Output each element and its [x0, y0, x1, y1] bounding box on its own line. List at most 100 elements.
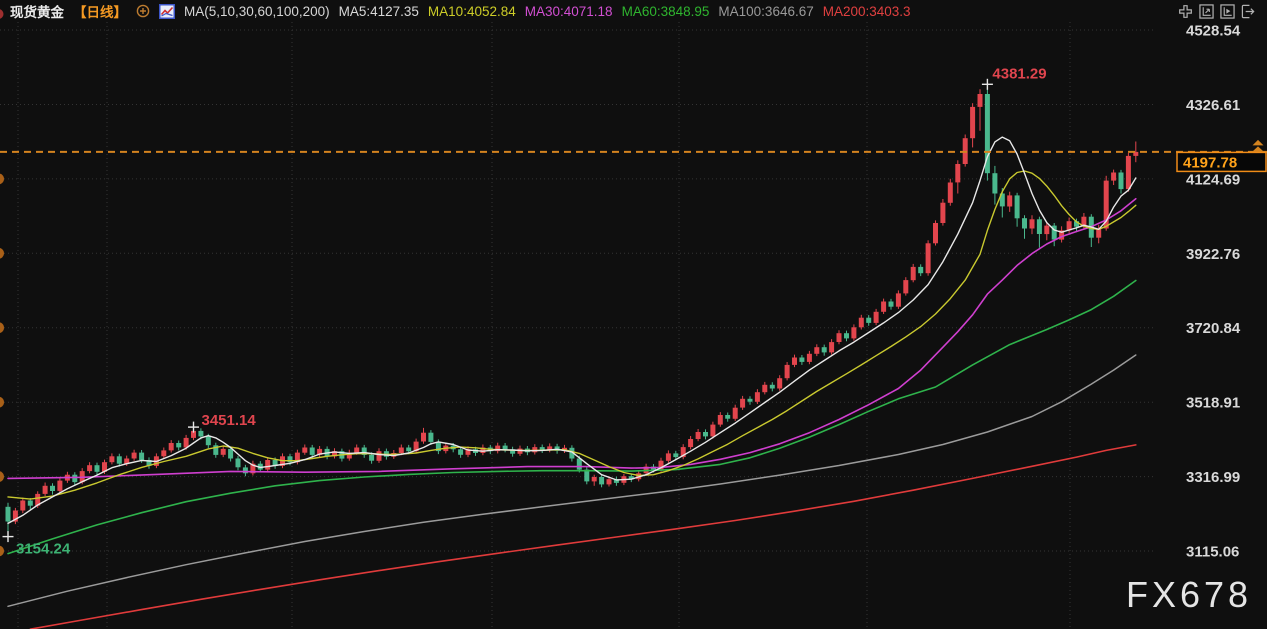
candle-body [1007, 195, 1013, 207]
candle-body [517, 448, 523, 454]
scale-left-icon[interactable] [1198, 3, 1215, 20]
candle-body [999, 193, 1005, 207]
candle-body [235, 458, 241, 468]
left-edge-marker-icon [0, 9, 4, 19]
candle-body [844, 333, 849, 339]
candle-body [725, 415, 731, 419]
left-edge-marker-icon [0, 173, 4, 185]
candle-body [606, 479, 612, 485]
candle-body [599, 477, 605, 485]
ma60-legend: MA60:3848.95 [621, 3, 710, 19]
candle-body [717, 415, 723, 425]
move-crosshair-icon[interactable] [1177, 3, 1194, 20]
candle-body [458, 449, 464, 455]
candle-body [57, 480, 63, 491]
candles-layer[interactable] [5, 84, 1139, 537]
candle-body [183, 437, 189, 448]
candle-body [910, 266, 916, 281]
candle-body [732, 407, 738, 419]
candle-body [369, 454, 375, 461]
period-label[interactable]: 【日线】 [73, 5, 127, 20]
candle-body [176, 443, 182, 448]
candle-body [27, 500, 33, 506]
candle-body [903, 280, 909, 294]
current-price-box [1176, 151, 1267, 173]
candle-body [480, 447, 486, 453]
y-axis-layer: 4528.54 4326.61 4124.69 3922.76 3720.84 3518.… [0, 9, 1252, 615]
candle-body [139, 452, 145, 460]
y-axis-tick: 3518.91 [1186, 395, 1240, 412]
candle-body [435, 441, 441, 452]
y-axis-tick: 4528.54 [1186, 23, 1241, 40]
candle-body [510, 449, 516, 454]
candle-body [584, 469, 590, 482]
candle-body [933, 223, 938, 244]
candle-body [888, 301, 894, 307]
candle-body [881, 301, 887, 312]
candle-body [658, 460, 664, 470]
price-annotation: 3154.24 [16, 541, 71, 558]
candle-body [191, 430, 196, 438]
candle-body [792, 357, 797, 365]
ma-line-ma200 [29, 444, 1137, 629]
ma30-legend: MA30:4071.18 [524, 3, 613, 19]
candle-body [799, 357, 805, 362]
candle-body [428, 432, 434, 442]
candle-body [918, 266, 924, 274]
price-annotation: 3451.14 [202, 412, 257, 429]
candle-body [242, 467, 248, 474]
candle-body [539, 447, 545, 450]
candle-body [866, 317, 872, 323]
candle-body [970, 106, 976, 139]
candle-body [947, 182, 953, 203]
candle-body [1029, 219, 1035, 229]
candle-body [925, 243, 931, 274]
ma-lines-layer [7, 136, 1137, 629]
symbol-name[interactable]: 现货黄金 [10, 5, 64, 20]
candle-body [124, 458, 130, 464]
ma-line-ma10 [7, 170, 1137, 500]
left-edge-marker-icon [0, 396, 4, 408]
candle-body [821, 347, 827, 353]
candle-body [873, 311, 879, 323]
candle-body [346, 452, 352, 459]
ma5-legend: MA5:4127.35 [338, 3, 419, 19]
candle-body [131, 452, 137, 459]
candle-body [955, 164, 961, 183]
candle-body [94, 465, 100, 472]
scale-play-icon[interactable] [1219, 3, 1236, 20]
candle-body [762, 384, 768, 393]
candle-body [1133, 151, 1139, 156]
y-axis-tick: 3720.84 [1186, 320, 1241, 337]
left-edge-marker-icon [0, 248, 4, 259]
fx678-watermark: FX678 [1126, 574, 1252, 615]
candle-body [992, 173, 998, 194]
candle-body [332, 451, 337, 457]
grid-layer [0, 22, 1153, 629]
ma-settings-label: MA(5,10,30,60,100,200) [184, 3, 330, 19]
price-up-arrow-icon [1252, 139, 1264, 146]
y-axis-tick: 3922.76 [1186, 246, 1240, 263]
candle-body [851, 327, 857, 339]
candle-body [703, 432, 708, 437]
candle-body [977, 94, 983, 107]
candle-body [1125, 155, 1131, 190]
left-edge-marker-icon [0, 545, 4, 557]
candle-body [495, 445, 501, 452]
candle-body [413, 441, 419, 452]
candle-body [695, 432, 701, 439]
exit-right-icon[interactable] [1240, 3, 1257, 20]
y-axis-tick: 3316.99 [1186, 469, 1240, 486]
candle-body [895, 293, 901, 307]
candle-body [228, 448, 234, 459]
ma100-legend: MA100:3646.67 [718, 3, 814, 19]
candle-body [354, 447, 360, 453]
annotations-layer: 4381.29 3451.14 3154.24 4197.78 [0, 65, 1267, 558]
mini-chart-icon [159, 3, 175, 19]
add-indicator-icon[interactable] [136, 4, 150, 18]
candle-body [35, 493, 41, 506]
candle-body [406, 447, 412, 452]
candle-body [613, 479, 619, 483]
y-axis-tick: 4124.69 [1186, 171, 1240, 188]
